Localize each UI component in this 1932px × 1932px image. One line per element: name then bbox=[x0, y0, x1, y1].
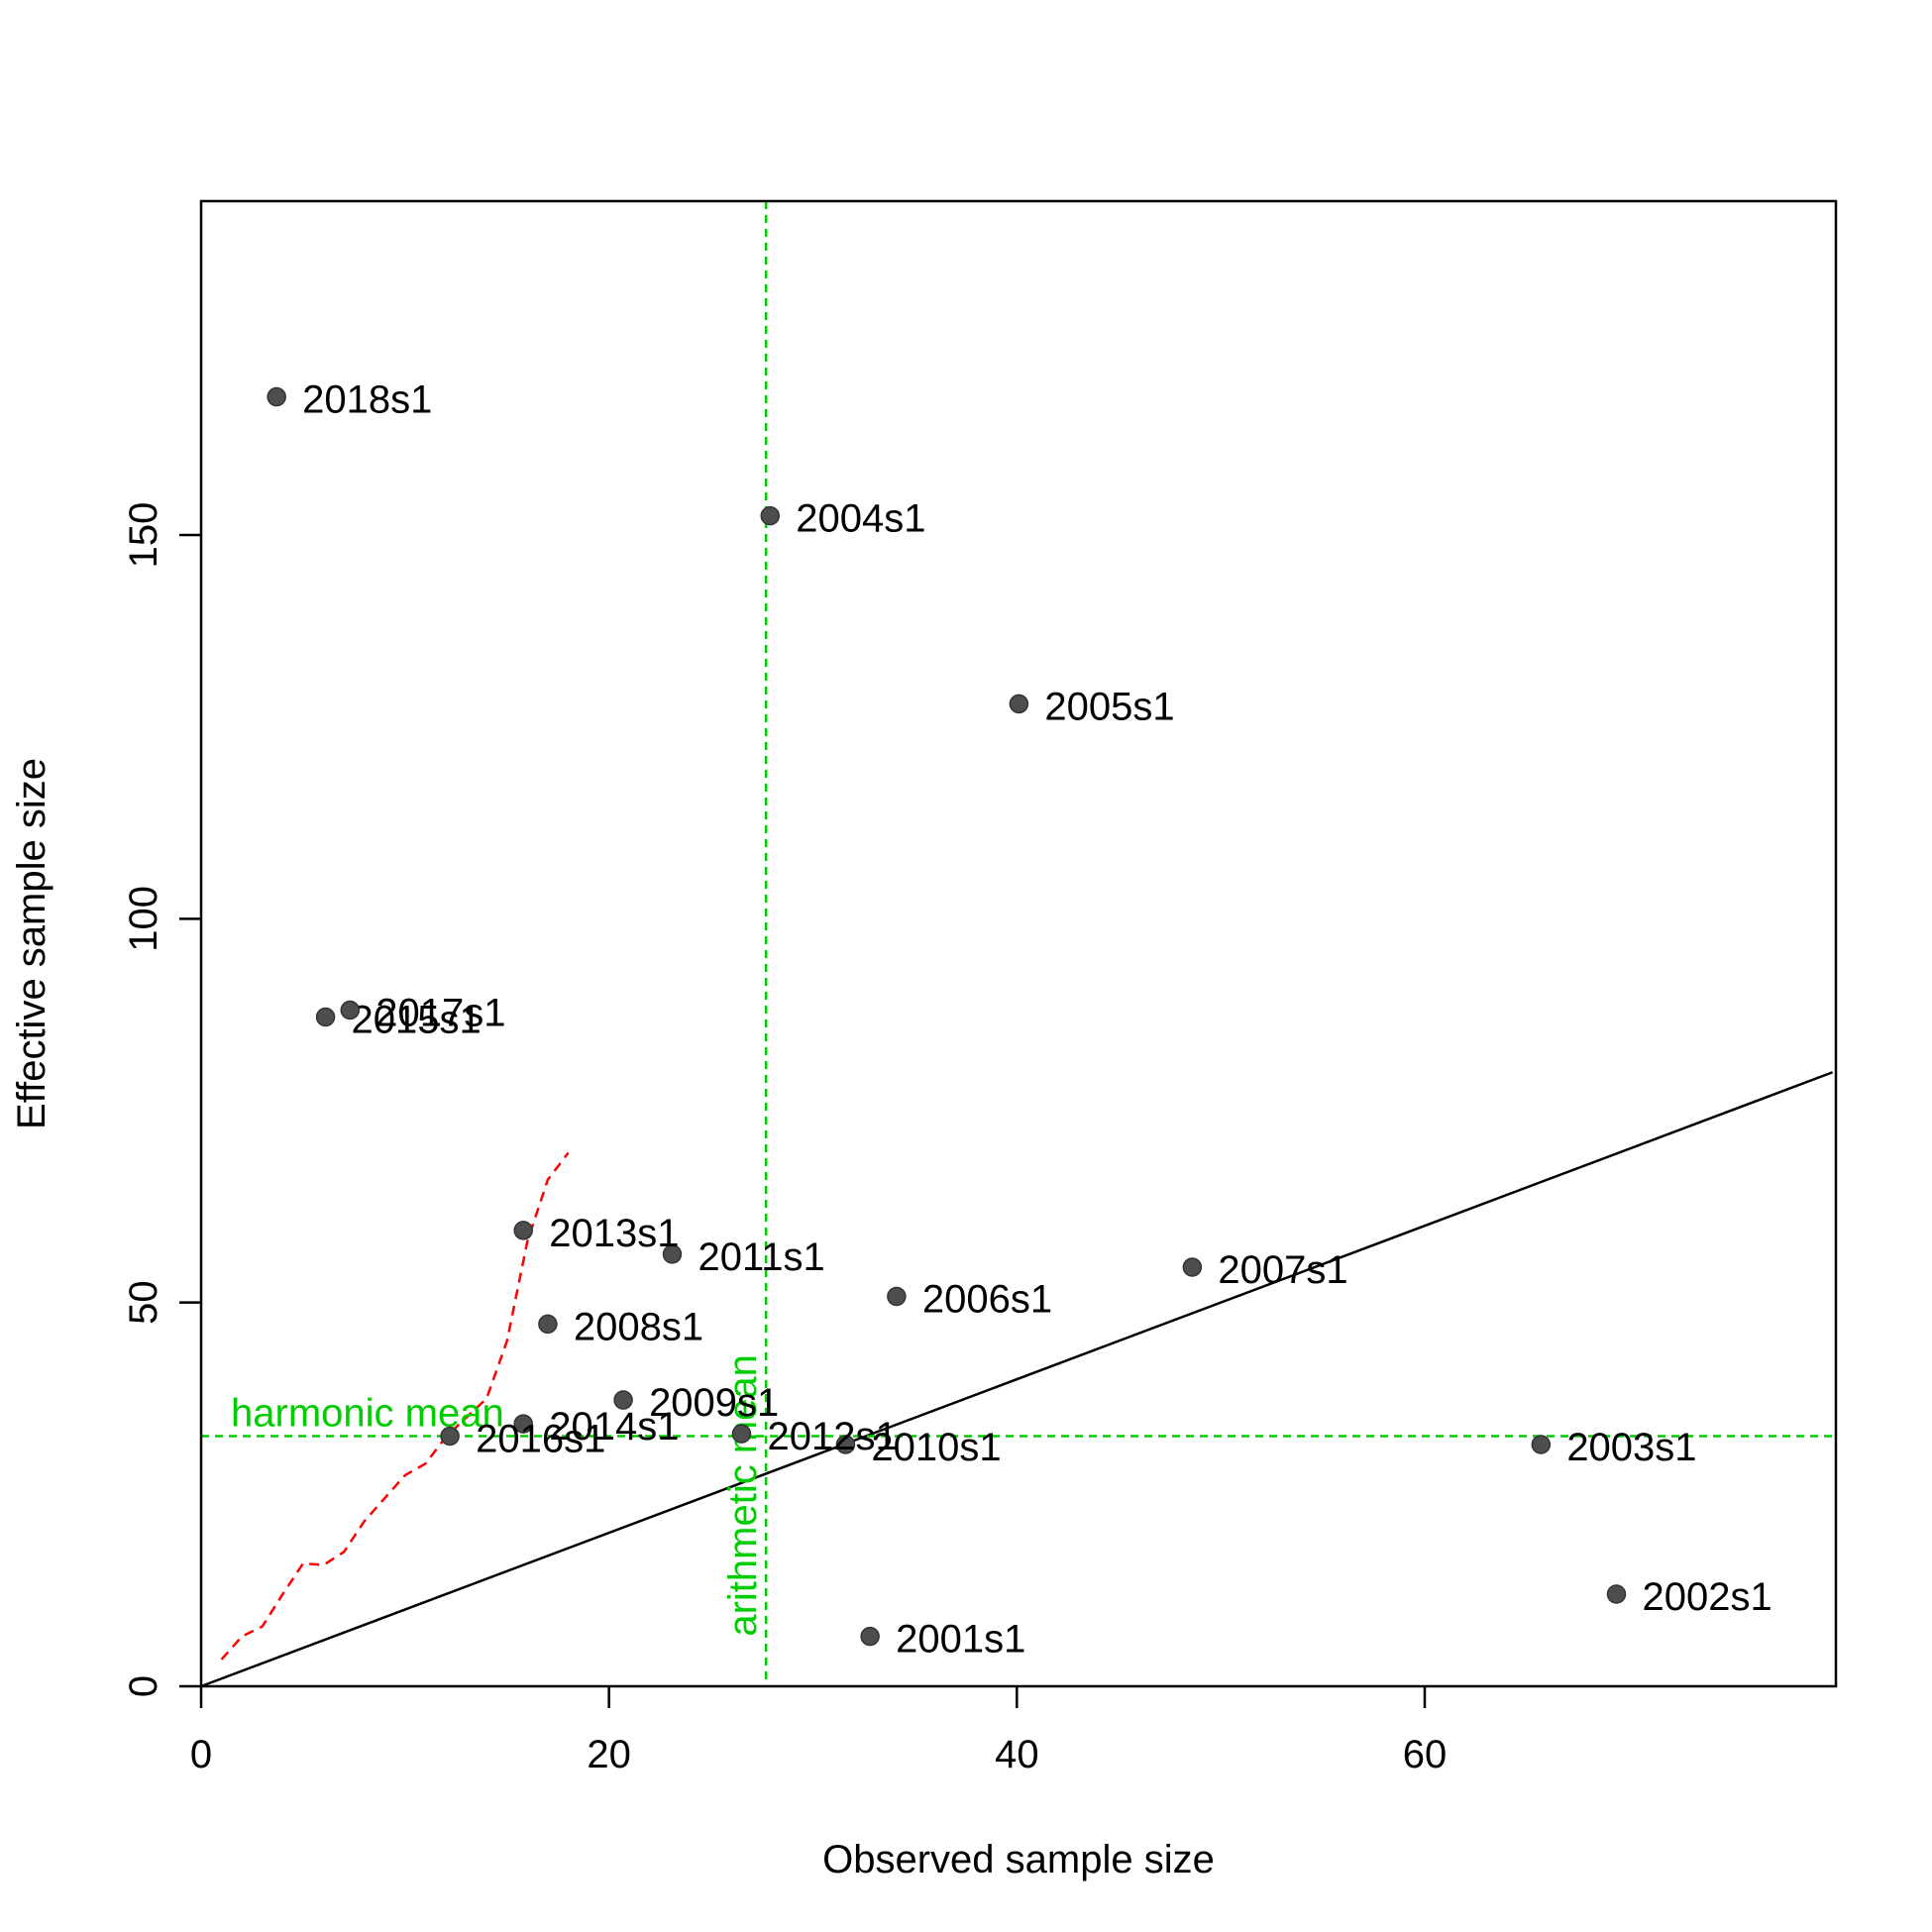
x-tick-label: 20 bbox=[587, 1733, 631, 1776]
point-label: 2009s1 bbox=[649, 1381, 779, 1425]
point-label: 2010s1 bbox=[871, 1426, 1001, 1469]
point-label: 2016s1 bbox=[476, 1417, 605, 1460]
cumulative-polyline bbox=[220, 1151, 570, 1661]
data-points: 2001s1 2002s1 2003s1 2004s1 2005s1 2006s1 2007… bbox=[267, 378, 1772, 1662]
x-tick-label: 60 bbox=[1403, 1733, 1448, 1776]
data-point bbox=[340, 1000, 361, 1020]
y-tick-label: 100 bbox=[122, 886, 165, 952]
point-label: 2008s1 bbox=[574, 1305, 703, 1348]
data-point bbox=[1009, 694, 1029, 714]
data-point bbox=[613, 1390, 633, 1410]
data-point bbox=[662, 1244, 683, 1264]
plot-frame bbox=[199, 199, 1838, 1688]
point-label: 2001s1 bbox=[896, 1618, 1025, 1662]
data-point bbox=[440, 1426, 460, 1447]
point-label: 2006s1 bbox=[922, 1277, 1052, 1321]
point-label: 2015s1 bbox=[352, 998, 482, 1041]
point-label: 2013s1 bbox=[549, 1212, 679, 1255]
y-tick-label: 0 bbox=[122, 1675, 165, 1697]
cumulative-line bbox=[220, 1151, 570, 1661]
y-tick-label: 150 bbox=[122, 502, 165, 569]
point-label: 2017s1 bbox=[376, 992, 505, 1035]
x-tick-label: 0 bbox=[190, 1733, 212, 1776]
data-point bbox=[513, 1221, 533, 1240]
data-point bbox=[267, 386, 286, 407]
point-label: 2014s1 bbox=[549, 1405, 679, 1449]
x-axis-title: Observed sample size bbox=[822, 1838, 1215, 1881]
harmonic-mean-label: harmonic mean bbox=[231, 1391, 504, 1435]
point-label: 2018s1 bbox=[302, 378, 432, 422]
y-axis-title: Effective sample size bbox=[10, 758, 54, 1129]
data-point bbox=[835, 1435, 856, 1454]
data-point bbox=[1531, 1435, 1552, 1454]
data-point bbox=[731, 1424, 752, 1444]
x-tick-label: 40 bbox=[995, 1733, 1039, 1776]
point-label: 2002s1 bbox=[1642, 1575, 1771, 1619]
point-label: 2005s1 bbox=[1044, 685, 1174, 728]
data-point bbox=[1606, 1584, 1627, 1604]
data-point bbox=[538, 1314, 558, 1335]
identity-line bbox=[200, 1071, 1834, 1688]
data-point bbox=[760, 505, 781, 526]
data-point bbox=[315, 1007, 336, 1027]
arithmetic-mean-label: arithmetic mean bbox=[721, 1354, 765, 1637]
point-label: 2011s1 bbox=[698, 1235, 824, 1279]
point-label: 2007s1 bbox=[1218, 1248, 1347, 1292]
point-label: 2012s1 bbox=[767, 1415, 897, 1458]
point-label: 2003s1 bbox=[1566, 1426, 1696, 1469]
identity-line-segment bbox=[200, 1071, 1834, 1688]
point-label: 2004s1 bbox=[796, 497, 925, 541]
axes: 0 20 40 60 0 50 100 150 bbox=[122, 199, 1838, 1776]
data-point bbox=[1182, 1257, 1203, 1277]
reference-lines: arithmetic mean harmonic mean bbox=[201, 201, 1836, 1686]
y-tick-label: 50 bbox=[122, 1280, 165, 1325]
data-point bbox=[860, 1626, 880, 1647]
data-point bbox=[513, 1414, 533, 1434]
data-point bbox=[887, 1286, 907, 1307]
